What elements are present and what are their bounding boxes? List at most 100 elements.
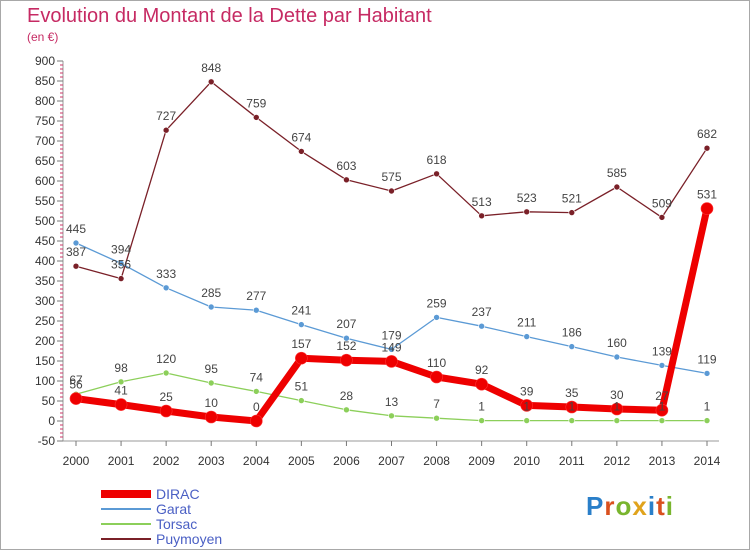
point-puymoyen	[207, 78, 215, 86]
data-label-puymoyen: 575	[381, 170, 401, 184]
point-puymoyen	[568, 209, 576, 216]
x-tick-label: 2011	[559, 454, 585, 468]
legend-label-dirac: DIRAC	[156, 486, 200, 502]
data-label-torsac: 13	[385, 395, 399, 409]
data-label-torsac: 1	[523, 400, 530, 414]
point-garat	[478, 322, 485, 330]
point-torsac	[298, 397, 305, 404]
y-tick-label: -50	[38, 434, 56, 448]
data-label-torsac: 120	[156, 352, 176, 366]
data-label-puymoyen: 356	[111, 258, 131, 272]
y-tick-label: 150	[35, 354, 55, 368]
x-tick-label: 2005	[288, 454, 315, 468]
point-puymoyen	[613, 183, 621, 191]
data-label-puymoyen: 387	[66, 245, 86, 259]
logo-letter: o	[615, 491, 633, 521]
data-label-garat: 333	[156, 267, 176, 281]
point-puymoyen	[478, 212, 485, 220]
data-label-dirac: 30	[610, 388, 624, 402]
y-tick-label: 450	[35, 234, 55, 248]
point-torsac	[252, 388, 260, 395]
data-label-puymoyen: 618	[427, 153, 447, 167]
y-tick-label: 100	[35, 374, 55, 388]
point-dirac	[249, 414, 263, 428]
point-torsac	[523, 417, 531, 424]
legend-label-garat: Garat	[156, 501, 191, 517]
point-puymoyen	[523, 208, 531, 216]
data-label-garat: 285	[201, 286, 221, 300]
point-dirac	[340, 353, 353, 367]
data-label-garat: 241	[291, 304, 311, 318]
data-label-torsac: 1	[568, 400, 575, 414]
data-label-dirac: 0	[253, 400, 260, 414]
data-label-torsac: 7	[433, 397, 440, 411]
point-torsac	[433, 414, 440, 422]
point-torsac	[613, 417, 621, 424]
logo-letter: r	[604, 491, 616, 521]
chart-series	[69, 78, 714, 428]
data-label-garat: 139	[652, 344, 672, 358]
point-puymoyen	[433, 170, 440, 178]
chart-axes: -500501001502002503003504004505005506006…	[35, 54, 721, 468]
y-tick-label: 750	[35, 114, 55, 128]
logo-letter: i	[647, 491, 657, 521]
y-tick-label: 550	[35, 194, 55, 208]
point-puymoyen	[162, 126, 170, 134]
point-torsac	[568, 417, 576, 424]
y-tick-label: 0	[48, 414, 55, 428]
data-label-torsac: 1	[704, 400, 711, 414]
point-garat	[298, 321, 305, 328]
x-tick-label: 2006	[333, 454, 360, 468]
point-torsac	[478, 417, 485, 424]
point-garat	[568, 343, 576, 350]
x-tick-label: 2010	[513, 454, 540, 468]
point-torsac	[117, 378, 125, 386]
x-tick-label: 2001	[108, 454, 135, 468]
point-dirac	[295, 351, 308, 365]
logo-letter: i	[665, 491, 674, 521]
logo-letter: t	[656, 491, 666, 521]
data-label-torsac: 1	[614, 400, 621, 414]
data-label-dirac: 39	[520, 384, 534, 398]
point-dirac	[655, 403, 669, 417]
x-tick-label: 2007	[378, 454, 405, 468]
y-tick-label: 650	[35, 154, 55, 168]
chart-title: Evolution du Montant de la Dette par Hab…	[27, 5, 432, 27]
point-torsac	[343, 406, 350, 414]
data-label-garat: 186	[562, 326, 582, 340]
point-torsac	[703, 417, 711, 424]
point-garat	[613, 353, 621, 361]
point-torsac	[162, 369, 170, 377]
point-puymoyen	[252, 114, 260, 121]
point-puymoyen	[117, 275, 125, 282]
point-garat	[388, 346, 395, 353]
point-garat	[343, 334, 350, 342]
point-garat	[703, 370, 711, 377]
data-label-garat: 119	[697, 352, 716, 366]
data-label-torsac: 1	[659, 400, 666, 414]
proxiti-logo: Proxiti	[586, 491, 674, 522]
data-label-puymoyen: 521	[562, 192, 582, 206]
data-label-torsac: 98	[114, 361, 128, 375]
point-garat	[252, 306, 260, 314]
y-tick-label: 400	[35, 254, 55, 268]
y-tick-label: 300	[35, 294, 55, 308]
y-tick-label: 600	[35, 174, 55, 188]
data-label-puymoyen: 848	[201, 61, 221, 75]
point-dirac	[385, 355, 398, 368]
data-label-torsac: 1	[478, 400, 485, 414]
y-tick-label: 250	[35, 314, 55, 328]
data-label-puymoyen: 674	[291, 130, 311, 144]
point-puymoyen	[658, 214, 666, 221]
chart-subtitle: (en €)	[27, 30, 59, 44]
point-garat	[207, 303, 215, 311]
legend-label-torsac: Torsac	[156, 516, 197, 532]
data-label-puymoyen: 603	[336, 159, 356, 173]
data-label-dirac: 531	[697, 188, 717, 202]
point-dirac	[204, 410, 218, 424]
data-label-dirac: 157	[291, 337, 311, 351]
data-label-torsac: 67	[69, 373, 83, 387]
x-tick-label: 2009	[468, 454, 495, 468]
data-label-puymoyen: 727	[156, 109, 176, 123]
